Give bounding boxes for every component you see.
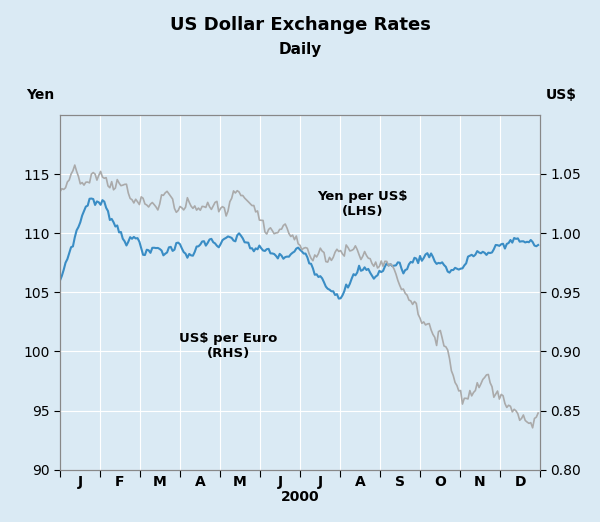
Text: Daily: Daily [278, 42, 322, 57]
Text: US Dollar Exchange Rates: US Dollar Exchange Rates [170, 16, 430, 33]
Text: US$: US$ [546, 88, 577, 102]
Text: Yen: Yen [26, 88, 54, 102]
Text: Yen per US$
(LHS): Yen per US$ (LHS) [317, 189, 407, 218]
Text: US$ per Euro
(RHS): US$ per Euro (RHS) [179, 331, 277, 360]
Text: 2000: 2000 [281, 490, 319, 504]
